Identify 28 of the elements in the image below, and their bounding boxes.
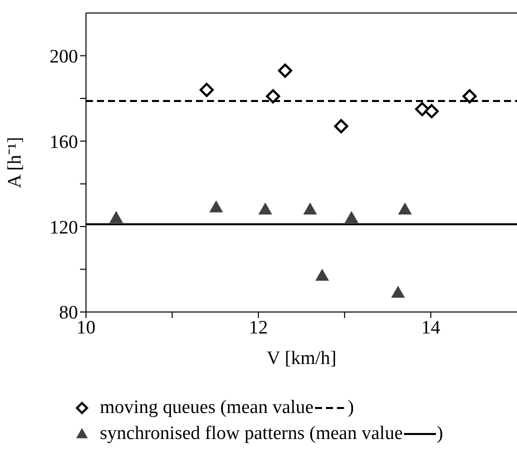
y-axis-title: A [h⁻¹] xyxy=(4,136,26,188)
point xyxy=(344,212,358,224)
y-tick-label: 80 xyxy=(59,302,78,324)
point xyxy=(424,104,439,118)
y-tick-label: 200 xyxy=(50,46,78,68)
text: ) xyxy=(348,396,354,420)
text: ) xyxy=(436,422,444,446)
point xyxy=(398,202,412,214)
y-tick-label: 120 xyxy=(50,217,78,238)
x-tick-label: 12 xyxy=(248,317,268,338)
point xyxy=(258,202,272,214)
point xyxy=(200,82,214,97)
point xyxy=(266,89,280,104)
point xyxy=(415,102,430,116)
point xyxy=(304,202,317,214)
y-tick-label: 160 xyxy=(50,132,78,153)
point xyxy=(210,200,223,212)
x-tick-label: 14 xyxy=(421,317,441,338)
point xyxy=(392,286,405,298)
point xyxy=(334,119,348,134)
x-tick-label: 10 xyxy=(76,317,96,338)
legend-label: synchronised flow patterns (mean value xyxy=(100,422,403,446)
point xyxy=(110,212,123,224)
point xyxy=(316,269,329,281)
x-axis-title: V [km/h] xyxy=(266,348,336,369)
point xyxy=(278,64,292,78)
point xyxy=(462,89,477,104)
legend-label: moving queues (mean value xyxy=(100,396,314,420)
